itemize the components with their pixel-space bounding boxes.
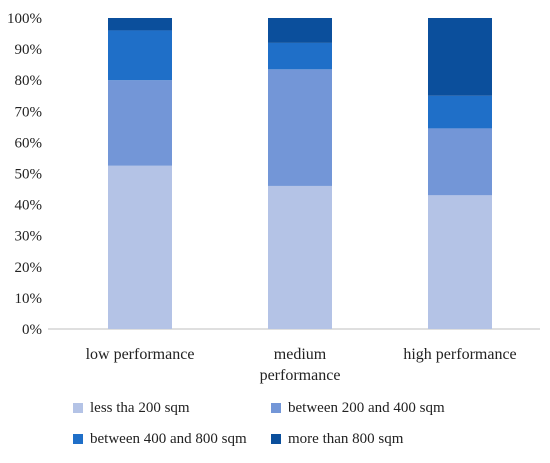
category-labels: low performance medium performance high per… — [86, 346, 517, 384]
bar-segment — [108, 166, 172, 329]
category-label-line: performance — [260, 367, 341, 384]
bar-segment — [268, 43, 332, 69]
bar-segment — [268, 69, 332, 186]
legend-label: more than 800 sqm — [288, 431, 404, 447]
y-tick-label: 50% — [15, 167, 43, 183]
bar-segment — [108, 30, 172, 80]
legend-swatch — [73, 403, 83, 413]
y-tick-label: 80% — [15, 73, 43, 89]
category-label-line: medium — [274, 346, 327, 363]
bar-segment — [268, 18, 332, 43]
y-tick-label: 100% — [7, 11, 42, 27]
y-tick-label: 70% — [15, 104, 43, 120]
legend-label: between 400 and 800 sqm — [90, 431, 247, 447]
y-tick-label: 90% — [15, 42, 43, 58]
bar-segment — [108, 18, 172, 30]
y-tick-label: 10% — [15, 291, 43, 307]
bar-segment — [428, 195, 492, 329]
bars — [108, 18, 492, 329]
category-label-line: high performance — [403, 346, 516, 363]
bar-segment — [428, 128, 492, 195]
category-label: medium performance — [260, 346, 341, 384]
bar-segment — [428, 18, 492, 96]
bar-segment — [428, 96, 492, 129]
bar-segment — [108, 80, 172, 166]
legend-swatch — [73, 434, 83, 444]
legend: less tha 200 sqm between 200 and 400 sqm b… — [73, 400, 445, 447]
y-tick-label: 0% — [22, 322, 42, 338]
category-label: low performance — [86, 346, 195, 363]
category-label-line: low performance — [86, 346, 195, 363]
y-tick-label: 60% — [15, 135, 43, 151]
legend-label: between 200 and 400 sqm — [288, 400, 445, 416]
y-tick-label: 40% — [15, 198, 43, 214]
bar-segment — [268, 186, 332, 329]
category-label: high performance — [403, 346, 516, 363]
legend-swatch — [271, 434, 281, 444]
legend-label: less tha 200 sqm — [90, 400, 190, 416]
y-tick-label: 20% — [15, 260, 43, 276]
y-tick-label: 30% — [15, 229, 43, 245]
legend-swatch — [271, 403, 281, 413]
y-axis-ticks: 0% 10% 20% 30% 40% 50% 60% 70% 80% 90% 100% — [7, 11, 42, 338]
